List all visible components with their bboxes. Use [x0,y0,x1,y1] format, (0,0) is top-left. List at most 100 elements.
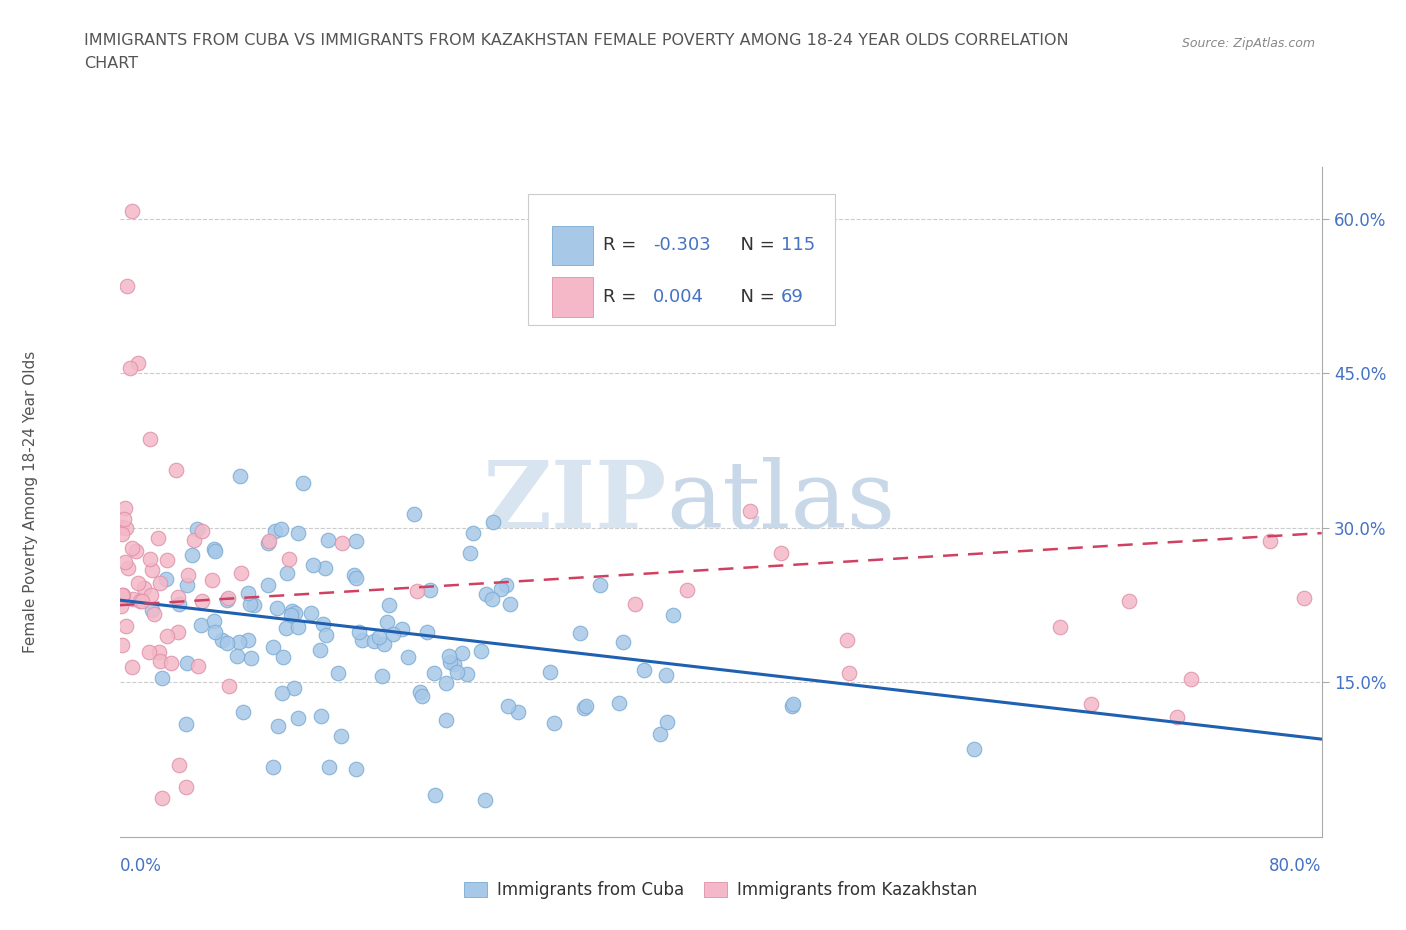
Point [169,757,191,772]
Point [350,632,373,647]
Point [330,536,353,551]
Point [110,520,132,535]
Point [236,586,259,601]
Point [475,587,498,602]
Point [187,658,209,673]
Point [371,669,394,684]
Point [287,525,309,540]
Point [166,624,188,639]
FancyBboxPatch shape [529,194,835,325]
Point [186,522,208,537]
Point [495,578,517,592]
Point [837,632,859,647]
Point [284,606,307,621]
Point [676,583,699,598]
Point [316,532,339,547]
Point [181,548,204,563]
Point [218,679,240,694]
Point [344,762,367,777]
Point [344,571,367,586]
Point [117,561,139,576]
Point [402,506,425,521]
Point [276,565,298,580]
Point [156,629,179,644]
Point [271,685,294,700]
Point [229,469,252,484]
Point [396,650,419,665]
Point [139,551,162,566]
Point [262,760,284,775]
Point [111,526,134,541]
Point [330,728,353,743]
Point [155,572,177,587]
Point [456,666,478,681]
Point [1080,697,1102,711]
Point [780,698,803,713]
Point [283,681,305,696]
Point [572,700,595,715]
Point [111,587,134,602]
Point [655,715,678,730]
Point [391,621,413,636]
Point [236,632,259,647]
Point [149,576,172,591]
Point [470,644,492,658]
Point [159,656,181,671]
Text: atlas: atlas [666,458,896,547]
Point [461,526,484,541]
Point [274,620,297,635]
Point [287,619,309,634]
Point [127,355,149,370]
Point [963,741,986,756]
Point [439,655,461,670]
Point [190,524,212,538]
Point [498,698,520,713]
FancyBboxPatch shape [553,277,593,317]
Point [165,462,187,477]
Point [1180,671,1202,686]
Point [240,651,263,666]
Point [142,606,165,621]
Legend: Immigrants from Cuba, Immigrants from Kazakhstan: Immigrants from Cuba, Immigrants from Ka… [457,874,984,906]
Text: ZIP: ZIP [482,458,666,547]
Point [406,584,429,599]
Point [770,546,793,561]
Point [318,760,340,775]
Point [114,500,136,515]
Point [267,718,290,733]
Point [378,598,401,613]
Point [375,615,398,630]
Point [228,635,250,650]
Point [190,618,212,633]
Point [141,563,163,578]
Point [115,278,138,293]
Point [740,504,762,519]
Point [239,597,262,612]
Point [491,581,513,596]
Text: N =: N = [728,236,780,255]
Point [121,204,143,219]
Point [217,591,239,605]
Point [650,726,672,741]
Point [204,624,226,639]
Point [257,534,280,549]
Point [131,593,153,608]
Point [257,536,280,551]
Text: 80.0%: 80.0% [1270,857,1322,875]
Point [167,597,190,612]
Point [115,618,138,633]
Point [423,665,446,680]
Point [134,580,156,595]
Text: -0.303: -0.303 [654,236,711,255]
Point [264,524,287,538]
Point [217,636,239,651]
Point [176,779,198,794]
Point [1118,593,1140,608]
Point [139,588,162,603]
Point [112,512,135,526]
Point [121,659,143,674]
Point [569,625,592,640]
Point [373,636,395,651]
Point [607,696,630,711]
Point [411,688,433,703]
